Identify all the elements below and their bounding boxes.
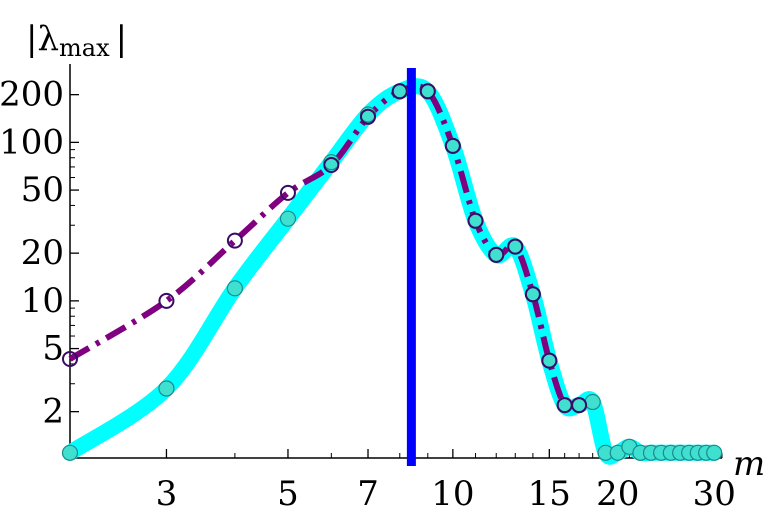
series-2-point: [419, 83, 436, 100]
y-axis-title-main: |λ: [26, 19, 59, 59]
series-2-point: [541, 352, 558, 369]
series-markers: [61, 83, 723, 461]
y-tick-label: 100: [0, 122, 64, 162]
tick-labels: 3 5 7 10 15 20 30 2 5 10 20 50 100 200: [0, 75, 736, 514]
y-tick-label: 20: [21, 233, 64, 273]
x-tick-label: 5: [277, 474, 299, 514]
series-2-point: [279, 184, 296, 201]
series-1-point: [158, 380, 175, 397]
x-tick-label: 20: [596, 474, 639, 514]
series-2-point: [467, 212, 484, 229]
x-tick-label: 30: [693, 474, 736, 514]
series-1-point: [226, 280, 243, 297]
series-2-point: [444, 137, 461, 154]
series-2-point: [507, 238, 524, 255]
y-tick-label: 5: [42, 329, 64, 369]
y-tick-label: 2: [42, 392, 64, 432]
y-axis-title-sub: max: [59, 34, 110, 62]
series-curves: [62, 78, 723, 465]
series-1-point: [323, 154, 340, 171]
y-tick-label: 50: [21, 170, 64, 210]
x-tick-label: 10: [431, 474, 474, 514]
x-tick-label: 7: [357, 474, 379, 514]
x-tick-label: 15: [528, 474, 571, 514]
x-axis-title: m: [733, 444, 765, 484]
series-2-point: [226, 232, 243, 249]
series-2-point: [360, 108, 377, 125]
series-2-point: [524, 286, 541, 303]
series-2-curve: [68, 83, 580, 412]
y-tick-label: 200: [0, 75, 64, 115]
series-1-curve: [62, 78, 723, 465]
y-axis-title-end: |: [116, 19, 127, 59]
x-tick-label: 3: [156, 474, 178, 514]
y-tick-label: 10: [21, 281, 64, 321]
axes: [69, 64, 723, 459]
y-axis-title: |λmax |: [26, 19, 127, 62]
series-2-point: [323, 156, 340, 173]
series-1-point: [584, 393, 601, 411]
series-2-point: [488, 246, 505, 263]
series-2-point: [571, 397, 588, 414]
series-2-point: [391, 83, 408, 100]
series-1-point: [61, 444, 79, 461]
series-2-point: [158, 292, 175, 309]
series-1-point: [279, 210, 297, 227]
series-1-point: [706, 444, 723, 461]
series-2-point: [62, 350, 78, 367]
